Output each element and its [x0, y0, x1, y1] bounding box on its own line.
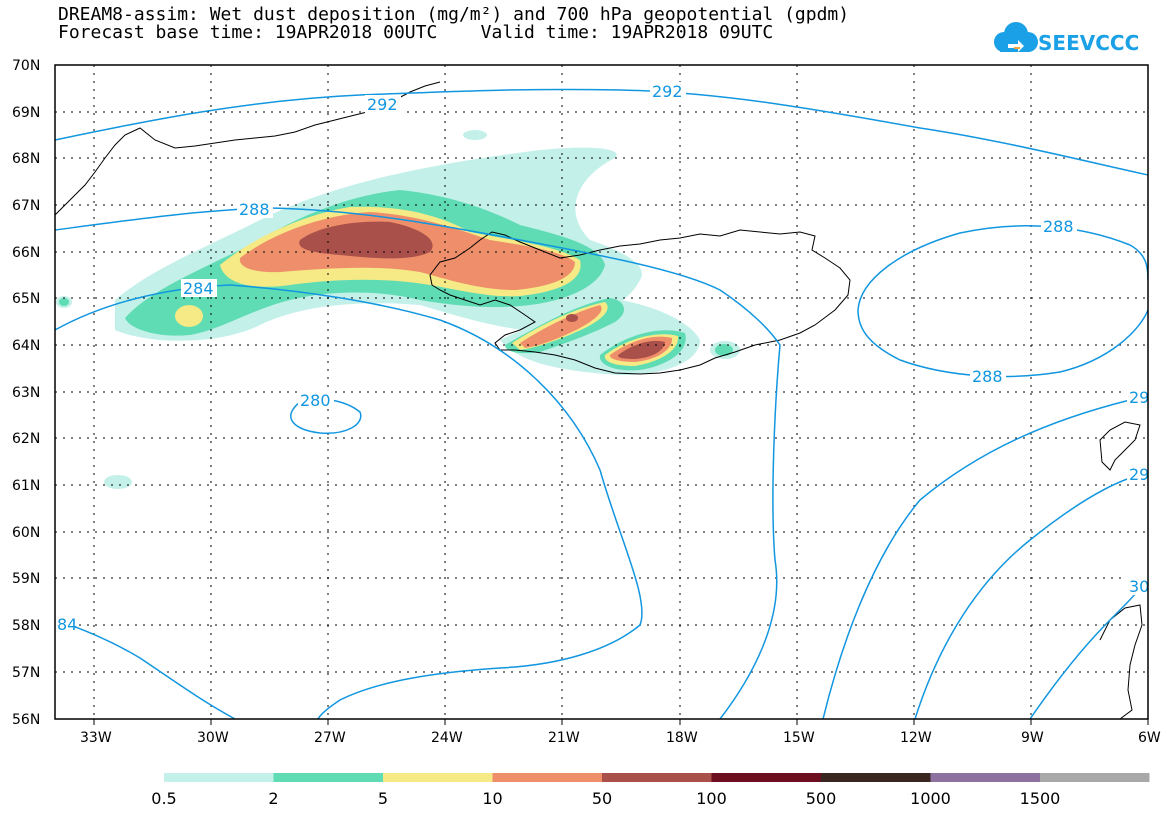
faroe-coastline: [1099, 421, 1141, 471]
dust-area-green: [715, 344, 733, 356]
lat-tick-label: 68N: [12, 151, 40, 167]
contour-label: 288: [1043, 217, 1074, 236]
lat-tick-label: 57N: [12, 665, 40, 681]
contour-label: 30: [1129, 577, 1149, 596]
contour-label: 280: [300, 391, 331, 410]
colorbar-swatch: [273, 773, 383, 782]
dust-area-green: [59, 298, 69, 306]
lat-tick-label: 69N: [12, 105, 40, 121]
contour-284-west: [55, 619, 236, 719]
lat-tick-label: 59N: [12, 571, 40, 587]
contour-30x: [1029, 587, 1141, 719]
contour-label: 84: [57, 615, 77, 634]
contour-label: 292: [652, 82, 683, 101]
dust-deposition-shading: [56, 130, 740, 489]
colorbar-swatch: [164, 773, 274, 782]
lon-tick-label: 33W: [80, 730, 112, 746]
colorbar-label: 50: [592, 789, 612, 808]
contour-labels: 292 292 288 288 288 284 280 29 29 30 84: [55, 82, 1149, 634]
logo-text: SEEVCCC: [1038, 31, 1139, 55]
dust-area-light: [104, 475, 132, 489]
latitude-labels: 70N 69N 68N 67N 66N 65N 64N 63N 62N 61N …: [12, 58, 40, 728]
contour-label: 288: [239, 200, 270, 219]
lat-tick-label: 66N: [12, 245, 40, 261]
colorbar-swatch: [383, 773, 493, 782]
colorbar-swatch: [1040, 773, 1150, 782]
lat-tick-label: 64N: [12, 338, 40, 354]
contour-label: 284: [183, 279, 214, 298]
colorbar-swatch: [930, 773, 1040, 782]
lat-tick-label: 60N: [12, 525, 40, 541]
lon-tick-label: 30W: [197, 730, 229, 746]
lon-tick-label: 9W: [1021, 730, 1044, 746]
lon-tick-label: 6W: [1138, 730, 1161, 746]
lat-tick-label: 70N: [12, 58, 40, 74]
lat-tick-label: 62N: [12, 431, 40, 447]
seevccc-logo: SEEVCCC: [994, 22, 1139, 55]
colorbar-label: 2: [268, 789, 278, 808]
colorbar-swatch: [602, 773, 712, 782]
contour-label: 29: [1129, 388, 1149, 407]
dust-area-brown: [566, 314, 578, 322]
dust-area-yellow: [175, 305, 203, 327]
lat-tick-label: 58N: [12, 618, 40, 634]
colorbar-label: 1000: [910, 789, 951, 808]
colorbar-label: 100: [696, 789, 727, 808]
dust-area-orange: [520, 305, 602, 348]
colorbar-swatch: [821, 773, 931, 782]
lon-tick-label: 12W: [900, 730, 932, 746]
lon-tick-label: 15W: [783, 730, 815, 746]
colorbar-swatch: [492, 773, 602, 782]
tick-marks: [93, 719, 1149, 725]
graticule: [55, 65, 1148, 719]
colorbar-label: 1500: [1020, 789, 1061, 808]
contour-label: 288: [972, 367, 1003, 386]
lat-tick-label: 65N: [12, 291, 40, 307]
lon-tick-label: 21W: [548, 730, 580, 746]
lon-tick-label: 18W: [666, 730, 698, 746]
map-frame: [54, 64, 1149, 720]
lat-tick-label: 67N: [12, 198, 40, 214]
iceland-coastline: [429, 229, 851, 375]
contour-29x-b: [914, 477, 1131, 719]
map-subtitle: Forecast base time: 19APR2018 00UTC Vali…: [58, 22, 774, 43]
map-title: DREAM8-assim: Wet dust deposition (mg/m²…: [58, 4, 850, 25]
lat-tick-label: 61N: [12, 478, 40, 494]
dust-area-brown: [299, 221, 433, 259]
colorbar-swatch: [711, 773, 821, 782]
colorbar-label: 0.5: [151, 789, 176, 808]
cloud-logo-icon: [994, 22, 1038, 52]
colorbar-label: 5: [378, 789, 388, 808]
contour-284: [55, 284, 643, 719]
contour-label: 292: [367, 95, 398, 114]
dust-area-light: [463, 130, 487, 140]
colorbar: 0.5 2 5 10 50 100 500 1000 1500: [151, 773, 1150, 808]
contour-29x-a: [822, 399, 1131, 719]
contour-label: 29: [1129, 465, 1149, 484]
longitude-labels: 33W 30W 27W 24W 21W 18W 15W 12W 9W 6W: [80, 730, 1161, 746]
colorbar-label: 500: [806, 789, 837, 808]
colorbar-label: 10: [482, 789, 502, 808]
contour-292: [55, 88, 1148, 176]
lat-tick-label: 63N: [12, 385, 40, 401]
lon-tick-label: 24W: [431, 730, 463, 746]
dust-area-brown: [617, 340, 665, 359]
lat-tick-label: 56N: [12, 712, 40, 728]
lon-tick-label: 27W: [314, 730, 346, 746]
scotland-coastline: [1099, 604, 1143, 719]
